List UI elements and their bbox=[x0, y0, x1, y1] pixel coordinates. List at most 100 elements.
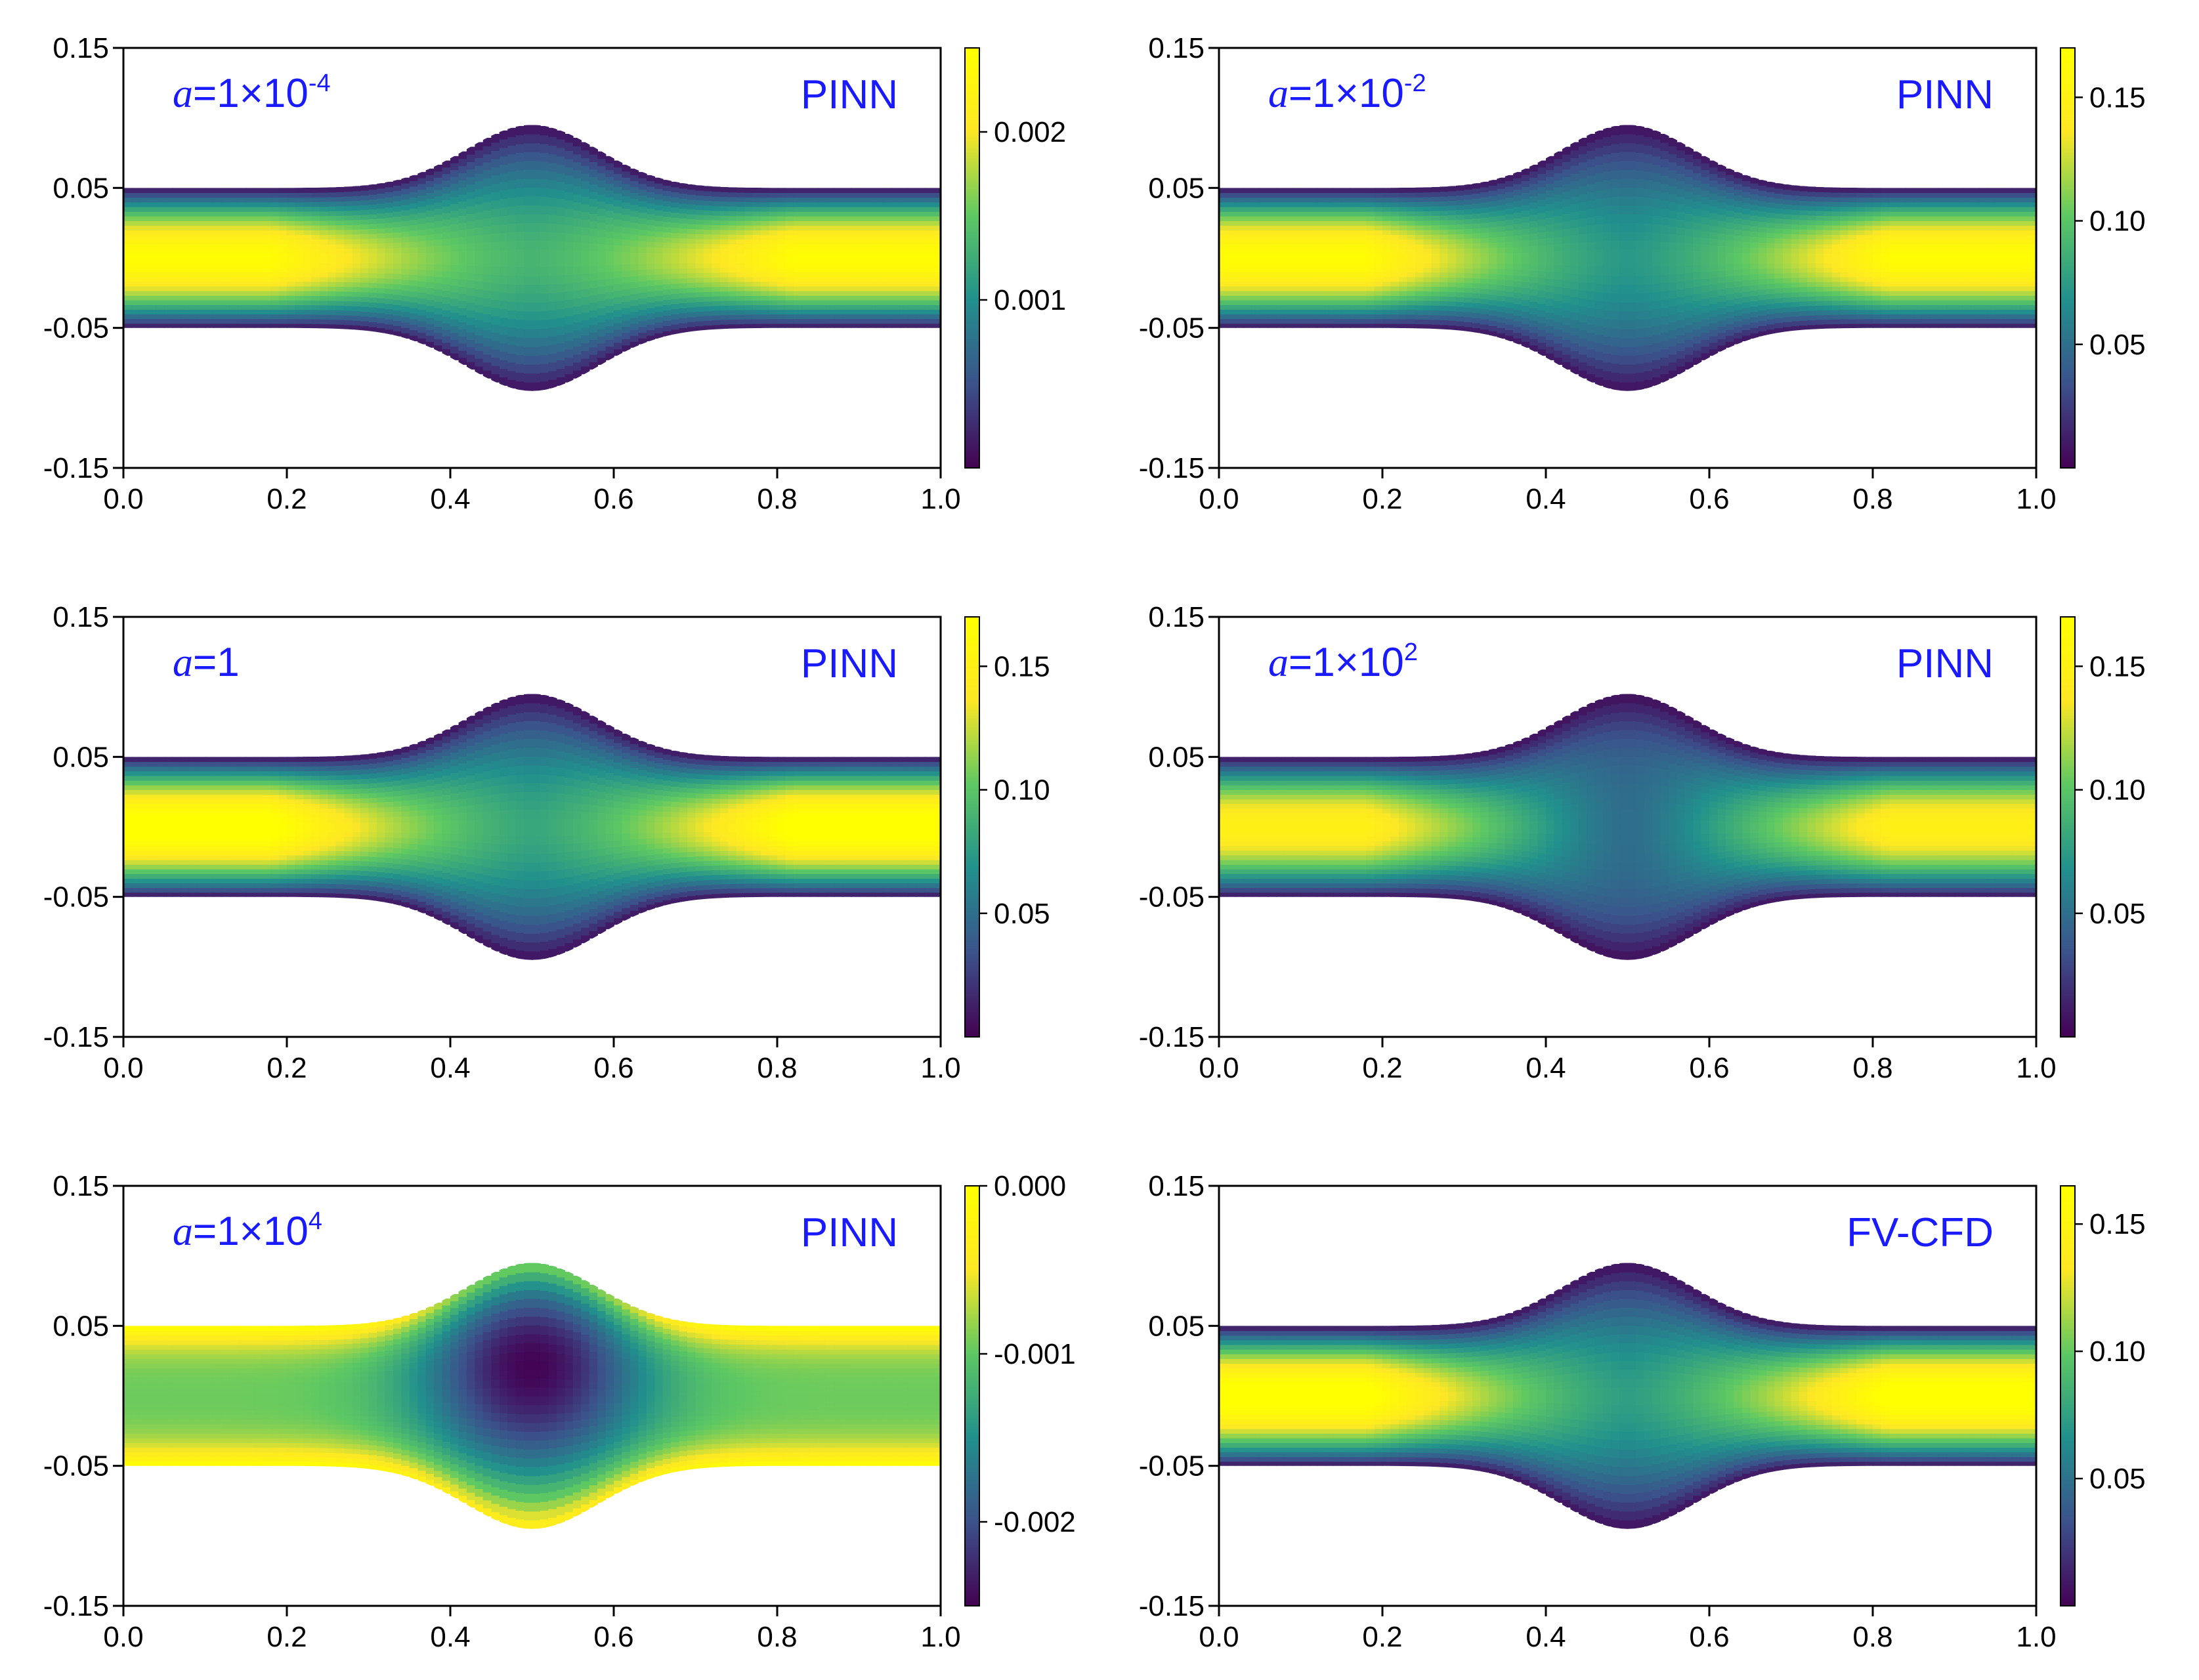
colorbar bbox=[2060, 47, 2076, 469]
colorbar-tick-label: 0.05 bbox=[2089, 329, 2146, 361]
plot-frame bbox=[122, 1185, 942, 1607]
x-tick-label: 0.4 bbox=[1526, 1052, 1566, 1084]
y-tick-label: -0.05 bbox=[43, 312, 109, 345]
x-tick-label: 0.4 bbox=[430, 1052, 470, 1084]
colorbar-tick-label: 0.000 bbox=[994, 1170, 1066, 1202]
x-tick-label: 0.0 bbox=[1199, 1621, 1239, 1653]
colorbar bbox=[964, 47, 980, 469]
x-tick-label: 0.8 bbox=[757, 1052, 797, 1084]
param-annotation: a=1 bbox=[173, 640, 240, 685]
colorbar-tick-label: 0.002 bbox=[994, 116, 1066, 148]
velocity-field bbox=[123, 694, 941, 960]
method-label: PINN bbox=[801, 641, 898, 686]
colorbar-tick-label: 0.10 bbox=[2089, 1335, 2146, 1368]
x-tick-label: 0.4 bbox=[1526, 1621, 1566, 1653]
colorbar-tick-label: 0.15 bbox=[994, 650, 1050, 682]
colorbar bbox=[2060, 1185, 2076, 1606]
x-tick-label: 0.2 bbox=[267, 483, 307, 515]
x-tick-label: 1.0 bbox=[920, 1621, 960, 1653]
param-exponent: 2 bbox=[1404, 639, 1418, 666]
y-tick-label: -0.15 bbox=[43, 1021, 109, 1053]
param-symbol: a bbox=[1268, 72, 1289, 116]
velocity-field bbox=[1219, 694, 2036, 960]
method-label: PINN bbox=[1896, 72, 1994, 117]
colorbar-tick-label: 0.05 bbox=[994, 898, 1050, 930]
velocity-field bbox=[123, 125, 941, 391]
x-tick-label: 0.6 bbox=[1689, 1621, 1729, 1653]
y-tick-label: 0.15 bbox=[53, 32, 109, 64]
y-tick-label: 0.05 bbox=[1148, 172, 1205, 204]
y-tick-label: 0.05 bbox=[1148, 1310, 1205, 1342]
colorbar bbox=[964, 616, 980, 1038]
x-tick-label: 0.8 bbox=[757, 483, 797, 515]
param-value: =1 bbox=[193, 640, 240, 685]
y-tick-label: 0.05 bbox=[1148, 741, 1205, 773]
y-tick-label: 0.15 bbox=[1148, 601, 1205, 633]
y-tick-label: -0.05 bbox=[43, 881, 109, 914]
x-tick-label: 0.0 bbox=[1199, 483, 1239, 515]
x-tick-label: 1.0 bbox=[2016, 483, 2056, 515]
y-tick-label: 0.15 bbox=[53, 601, 109, 633]
colorbar bbox=[964, 1185, 980, 1606]
param-exponent: 4 bbox=[309, 1208, 322, 1235]
colorbar-tick-label: -0.001 bbox=[994, 1338, 1076, 1370]
y-tick-label: 0.15 bbox=[53, 1170, 109, 1202]
param-symbol: a bbox=[173, 640, 193, 685]
param-exponent: -4 bbox=[309, 70, 331, 97]
x-tick-label: 0.2 bbox=[267, 1621, 307, 1653]
y-tick-label: -0.05 bbox=[1139, 312, 1205, 345]
param-annotation: a=1×10-4 bbox=[173, 70, 331, 116]
x-tick-label: 0.6 bbox=[593, 1052, 633, 1084]
x-tick-label: 0.0 bbox=[103, 1621, 143, 1653]
y-tick-label: 0.15 bbox=[1148, 1170, 1205, 1202]
x-tick-label: 0.6 bbox=[1689, 1052, 1729, 1084]
velocity-field bbox=[1219, 125, 2036, 391]
x-tick-label: 0.4 bbox=[430, 1621, 470, 1653]
x-tick-label: 0.8 bbox=[1852, 1052, 1892, 1084]
x-tick-label: 1.0 bbox=[2016, 1052, 2056, 1084]
param-symbol: a bbox=[173, 1209, 193, 1254]
plot-frame bbox=[1218, 616, 2038, 1038]
x-tick-label: 1.0 bbox=[2016, 1621, 2056, 1653]
colorbar-tick-label: 0.15 bbox=[2089, 650, 2146, 682]
param-value: =1×10 bbox=[1289, 640, 1404, 685]
y-tick-label: -0.15 bbox=[43, 452, 109, 484]
y-tick-label: 0.05 bbox=[53, 172, 109, 204]
chart-panel-2: 0.0 0.2 0.4 0.6 0.8 1.0 0.15 0.05 -0.05 -0.15 a=1×… bbox=[1139, 32, 2146, 515]
velocity-field bbox=[1219, 1263, 2036, 1529]
plot-frame bbox=[122, 47, 942, 469]
y-tick-label: -0.15 bbox=[1139, 1021, 1205, 1053]
chart-panel-3: 0.0 0.2 0.4 0.6 0.8 1.0 0.15 0.05 -0.05 -0.15 a=1 P… bbox=[43, 601, 1050, 1084]
param-exponent: -2 bbox=[1404, 70, 1426, 97]
y-tick-label: -0.05 bbox=[1139, 1450, 1205, 1482]
x-tick-label: 1.0 bbox=[920, 1052, 960, 1084]
param-value: =1×10 bbox=[1289, 71, 1404, 116]
param-annotation: a=1×104 bbox=[173, 1208, 322, 1254]
x-tick-label: 0.2 bbox=[1362, 1621, 1402, 1653]
plot-frame bbox=[1218, 1185, 2038, 1607]
param-annotation: a=1×102 bbox=[1268, 639, 1418, 685]
param-annotation: a=1×10-2 bbox=[1268, 70, 1426, 116]
x-tick-label: 0.6 bbox=[1689, 483, 1729, 515]
colorbar-tick-label: 0.10 bbox=[2089, 774, 2146, 807]
x-tick-label: 0.8 bbox=[757, 1621, 797, 1653]
x-tick-label: 0.2 bbox=[1362, 1052, 1402, 1084]
x-tick-label: 0.4 bbox=[1526, 483, 1566, 515]
x-tick-label: 0.6 bbox=[593, 483, 633, 515]
x-tick-label: 0.4 bbox=[430, 483, 470, 515]
colorbar-tick-label: 0.10 bbox=[994, 774, 1050, 807]
chart-panel-4: 0.0 0.2 0.4 0.6 0.8 1.0 0.15 0.05 -0.05 -0.15 a=1×… bbox=[1139, 601, 2146, 1084]
colorbar-tick-label: 0.05 bbox=[2089, 898, 2146, 930]
y-tick-label: -0.15 bbox=[43, 1590, 109, 1622]
y-tick-label: -0.15 bbox=[1139, 1590, 1205, 1622]
y-tick-label: 0.05 bbox=[53, 741, 109, 773]
method-label: FV-CFD bbox=[1847, 1210, 1994, 1255]
x-tick-label: 0.2 bbox=[267, 1052, 307, 1084]
y-tick-label: -0.05 bbox=[43, 1450, 109, 1482]
velocity-field bbox=[123, 1263, 941, 1529]
y-tick-label: -0.15 bbox=[1139, 452, 1205, 484]
x-tick-label: 0.0 bbox=[1199, 1052, 1239, 1084]
colorbar-tick-label: 0.001 bbox=[994, 284, 1066, 316]
colorbar-tick-label: -0.002 bbox=[994, 1506, 1076, 1538]
x-tick-label: 0.2 bbox=[1362, 483, 1402, 515]
